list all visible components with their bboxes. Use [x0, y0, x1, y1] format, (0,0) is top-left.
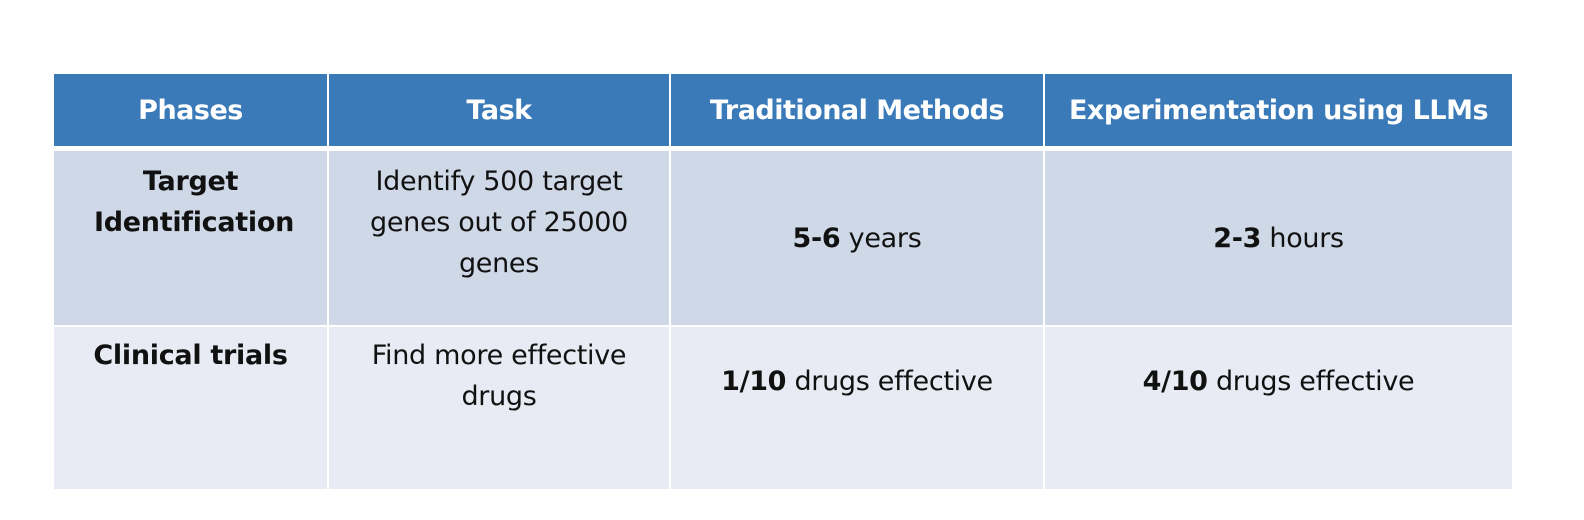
traditional-value: 1/10	[721, 366, 787, 397]
header-row: Phases Task Traditional Methods Experime…	[54, 74, 1512, 151]
table-row: Target Identification Identify 500 targe…	[54, 148, 1512, 327]
traditional-cell: 1/10 drugs effective	[669, 326, 1045, 489]
traditional-value: 5-6	[792, 222, 841, 254]
llm-value: 2-3	[1213, 222, 1262, 254]
task-cell: Find more effective drugs	[327, 326, 671, 489]
llm-unit: drugs effective	[1207, 366, 1415, 397]
traditional-cell: 5-6 years	[669, 148, 1045, 327]
llm-unit: hours	[1261, 222, 1344, 254]
phase-cell: Clinical trials	[54, 326, 329, 489]
header-traditional-methods: Traditional Methods	[669, 74, 1045, 151]
table-row: Clinical trials Find more effective drug…	[54, 326, 1512, 489]
comparison-table-container: Phases Task Traditional Methods Experime…	[54, 74, 1512, 489]
header-experimentation-llms: Experimentation using LLMs	[1043, 74, 1512, 151]
task-cell: Identify 500 target genes out of 25000 g…	[327, 148, 671, 327]
llm-value: 4/10	[1142, 366, 1208, 397]
traditional-unit: drugs effective	[786, 366, 993, 397]
header-task: Task	[327, 74, 671, 151]
header-phases: Phases	[54, 74, 329, 151]
traditional-unit: years	[840, 222, 922, 254]
llm-cell: 4/10 drugs effective	[1043, 326, 1512, 489]
llm-cell: 2-3 hours	[1043, 148, 1512, 327]
phase-cell: Target Identification	[54, 148, 329, 327]
comparison-table: Phases Task Traditional Methods Experime…	[54, 74, 1512, 489]
